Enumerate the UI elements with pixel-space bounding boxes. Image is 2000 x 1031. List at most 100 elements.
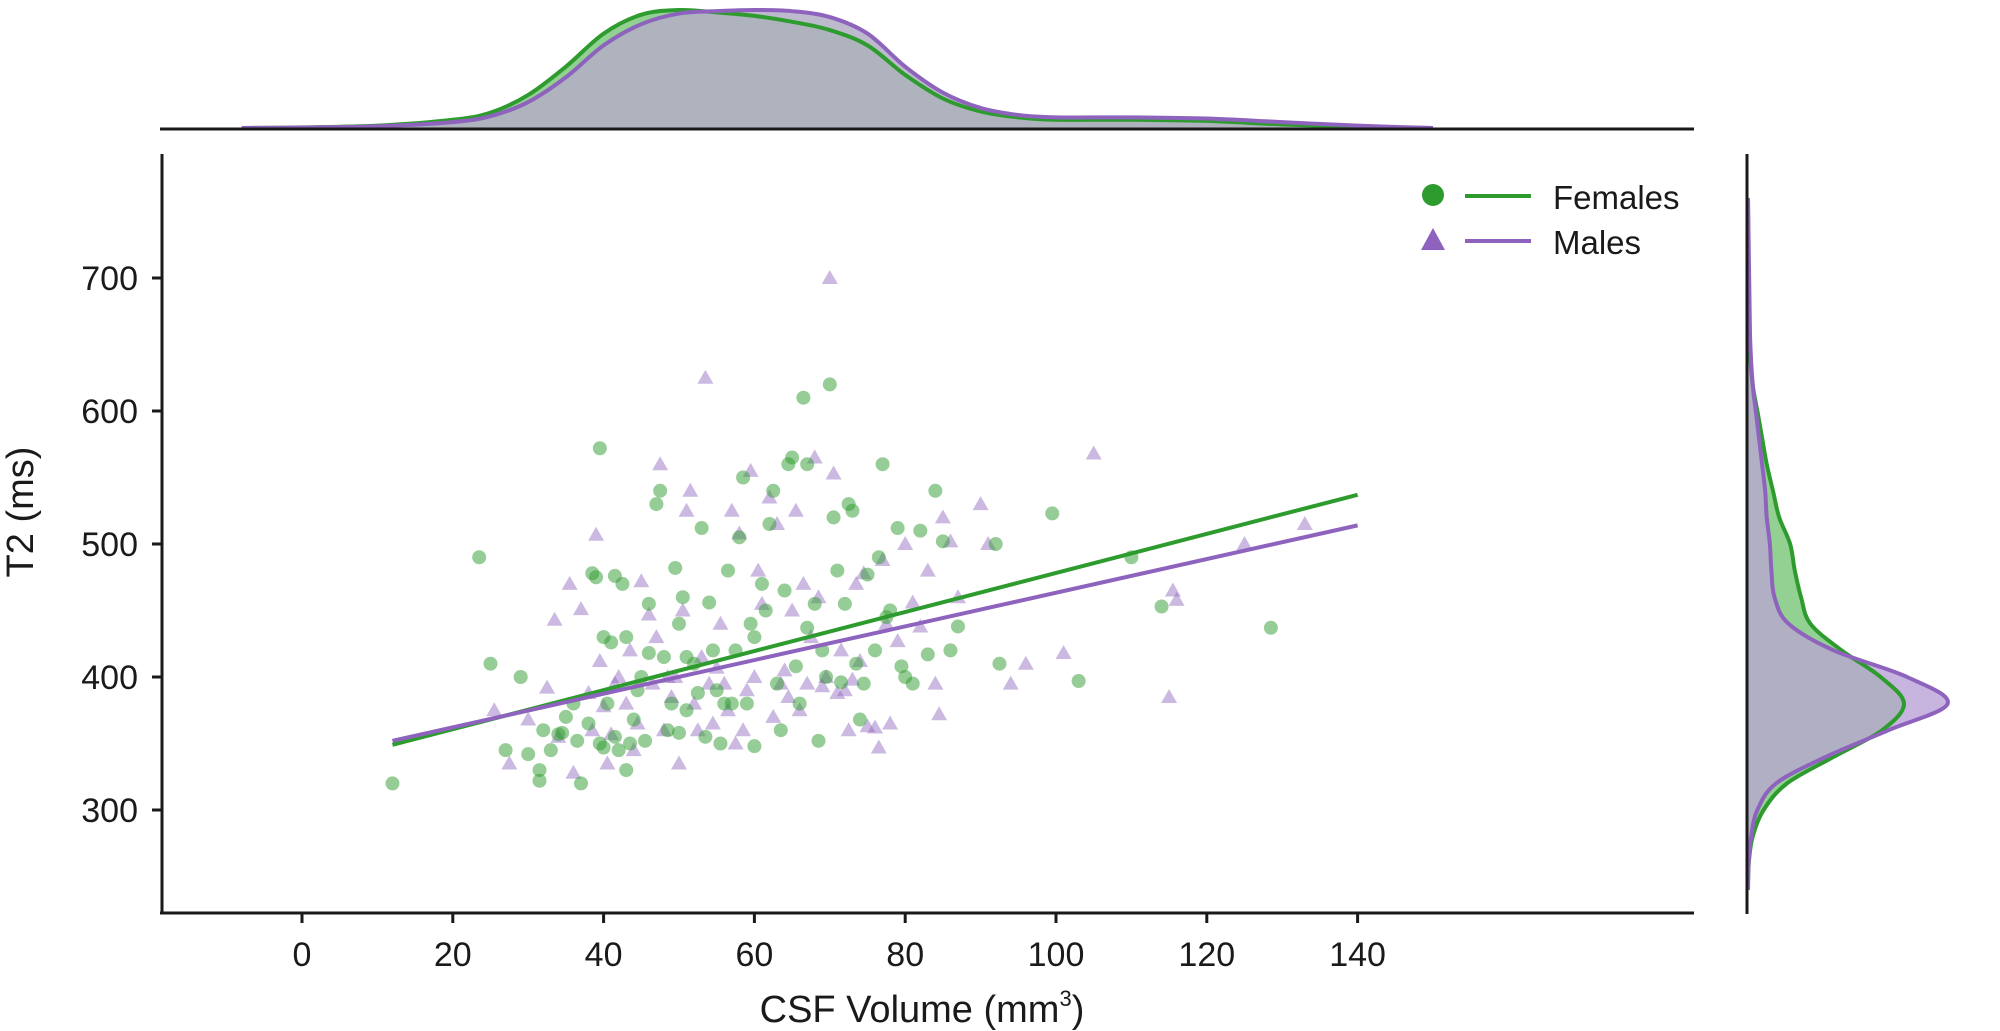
female-data-point [792, 696, 807, 711]
female-data-point [581, 716, 596, 731]
right-marginal-density [1746, 198, 1950, 890]
male-data-point [836, 682, 853, 697]
female-data-point [622, 736, 637, 751]
female-data-point [849, 656, 864, 671]
female-data-point [607, 729, 622, 744]
legend-females-label: Females [1553, 179, 1680, 216]
regression-lines [391, 492, 1359, 747]
female-data-point [536, 723, 551, 738]
male-data-point [927, 675, 944, 690]
male-data-point [765, 708, 782, 723]
female-data-point [532, 763, 547, 778]
male-data-point [652, 456, 669, 471]
female-data-point [709, 683, 724, 698]
female-data-point [905, 676, 920, 691]
female-data-point [672, 725, 686, 740]
female-data-point [472, 550, 487, 565]
male-data-point [599, 755, 616, 770]
x-tick-label: 120 [1178, 936, 1235, 974]
female-data-point [837, 596, 852, 611]
female-data-point [705, 643, 720, 658]
x-tick-label: 60 [735, 936, 773, 974]
male-data-point [780, 688, 797, 703]
female-data-point [773, 723, 788, 738]
female-data-point [743, 616, 758, 631]
male-data-point [621, 642, 638, 657]
male-data-point [912, 618, 929, 633]
x-tick-label: 140 [1329, 936, 1386, 974]
male-data-point [735, 722, 752, 737]
male-data-point [678, 502, 695, 517]
female-data-point [811, 733, 826, 748]
female-data-point [754, 576, 769, 591]
female-data-point [894, 659, 909, 674]
female-data-point [845, 503, 860, 518]
female-data-point [611, 743, 626, 758]
female-data-point [935, 534, 950, 549]
legend-males-label: Males [1553, 224, 1641, 261]
x-axis-title-superscript: 3 [1059, 986, 1071, 1011]
male-data-point [799, 675, 816, 690]
y-tick-label: 400 [81, 659, 138, 697]
female-data-point [943, 643, 958, 658]
male-data-point [1296, 516, 1313, 531]
x-tick-label: 40 [585, 936, 623, 974]
female-data-point [694, 521, 709, 536]
female-data-point [992, 656, 1007, 671]
legend-item-females: Females [1422, 179, 1680, 216]
female-data-point [600, 696, 615, 711]
male-data-point [833, 642, 850, 657]
male-data-point [618, 695, 635, 710]
x-tick-label: 100 [1028, 936, 1085, 974]
female-data-point [739, 696, 754, 711]
male-data-point [501, 755, 518, 770]
male-data-point [825, 465, 842, 480]
female-data-point [698, 729, 713, 744]
male-data-point [486, 702, 503, 717]
male-data-point [867, 719, 884, 734]
female-data-point [668, 560, 683, 575]
female-data-point [834, 675, 849, 690]
male-data-point [633, 573, 650, 588]
top-marginal-density [241, 7, 1434, 130]
female-data-point [543, 743, 558, 758]
male-data-point [565, 764, 582, 779]
male-data-point [1236, 536, 1253, 550]
y-tick-label: 300 [81, 792, 138, 830]
female-data-point [762, 517, 777, 532]
male-data-point [897, 536, 914, 550]
female-data-point [483, 656, 498, 671]
y-axis-title: T2 (ms) [0, 447, 42, 578]
female-data-point [656, 650, 671, 665]
male-data-point [727, 735, 744, 750]
male-data-point [870, 739, 887, 754]
female-data-point [822, 377, 837, 392]
male-data-point [1168, 591, 1185, 606]
female-data-point [521, 747, 536, 762]
male-data-point [588, 526, 605, 541]
female-data-point [604, 635, 619, 650]
male-data-point [1002, 675, 1019, 690]
female-data-point [721, 563, 736, 578]
female-data-point [988, 537, 1003, 551]
female-data-point [788, 659, 803, 674]
female-data-point [641, 646, 656, 661]
males-y-density-curve [1746, 198, 1950, 890]
female-data-point [785, 450, 800, 465]
female-data-point [1154, 599, 1169, 614]
y-tick-label: 600 [81, 393, 138, 431]
female-data-point [558, 709, 573, 724]
male-data-point [787, 502, 804, 517]
y-axis-ticks: 300 400 500 600 700 [81, 260, 162, 830]
legend: Females Males [1421, 179, 1680, 261]
female-data-point [747, 739, 762, 754]
male-data-point [572, 601, 589, 616]
female-data-point [830, 563, 845, 578]
male-data-point [1017, 655, 1034, 670]
male-data-point [712, 615, 729, 630]
male-data-point [829, 684, 846, 699]
female-data-point [747, 630, 762, 645]
male-data-point [1164, 582, 1181, 597]
x-axis-title-main: CSF Volume (mm [760, 989, 1060, 1031]
female-data-point [868, 643, 883, 658]
